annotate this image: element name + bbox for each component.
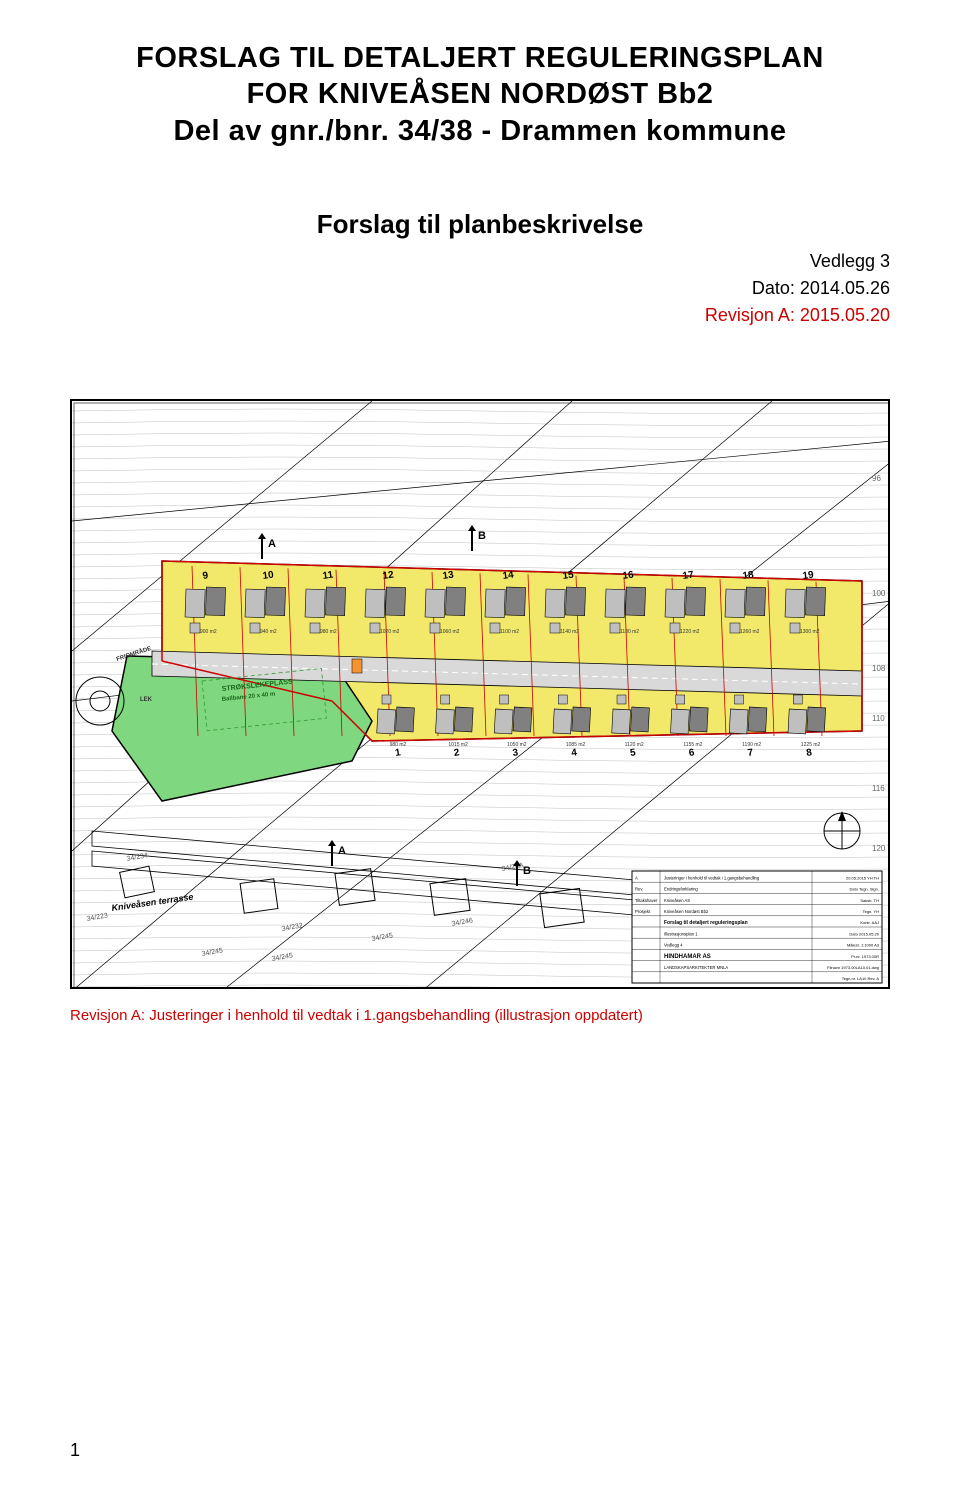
svg-text:19: 19 [802, 569, 815, 582]
svg-text:Kniveåsen Nordøst Bb2: Kniveåsen Nordøst Bb2 [664, 909, 709, 914]
svg-text:1260 m2: 1260 m2 [740, 629, 760, 635]
svg-text:1085 m2: 1085 m2 [566, 742, 586, 748]
svg-text:A: A [635, 875, 638, 880]
svg-text:980 m2: 980 m2 [320, 629, 337, 635]
svg-text:Pr.nr. 1973.00R: Pr.nr. 1973.00R [851, 954, 879, 959]
svg-text:1180 m2: 1180 m2 [620, 629, 639, 635]
svg-text:B: B [478, 530, 486, 542]
svg-text:1050 m2: 1050 m2 [507, 742, 527, 748]
page-number: 1 [70, 1440, 80, 1461]
svg-text:17: 17 [682, 569, 695, 582]
svg-text:Tegn.nr. LA10 Rev. A: Tegn.nr. LA10 Rev. A [842, 976, 880, 981]
svg-text:Kontr. AAJ: Kontr. AAJ [860, 920, 879, 925]
svg-text:B: B [523, 865, 531, 877]
svg-text:18: 18 [742, 569, 755, 582]
figure-caption: Revisjon A: Justeringer i henhold til ve… [70, 1007, 890, 1024]
svg-text:1225 m2: 1225 m2 [801, 742, 821, 748]
svg-text:108: 108 [872, 664, 886, 673]
svg-text:LANDSKAPSARKITEKTER MNLA: LANDSKAPSARKITEKTER MNLA [664, 965, 728, 970]
plan-map-svg: 9900 m210940 m211980 m2121020 m2131060 m… [72, 401, 890, 989]
svg-text:14: 14 [502, 569, 515, 582]
revisjon-label: Revisjon A: 2015.05.20 [70, 302, 890, 329]
svg-text:16: 16 [622, 569, 635, 582]
svg-text:900 m2: 900 m2 [200, 629, 217, 635]
svg-text:Endringsforklaring: Endringsforklaring [664, 886, 698, 891]
svg-text:Dato 2015.05.20: Dato 2015.05.20 [849, 931, 879, 936]
svg-text:980 m2: 980 m2 [390, 742, 407, 748]
svg-text:Filnavn 1973.00LA10.01.dwg: Filnavn 1973.00LA10.01.dwg [827, 965, 879, 970]
svg-text:Tegn. YH: Tegn. YH [863, 909, 879, 914]
svg-text:96: 96 [872, 474, 881, 483]
plan-map-figure: 9900 m210940 m211980 m2121020 m2131060 m… [70, 399, 890, 989]
page-title: FORSLAG TIL DETALJERT REGULERINGSPLAN FO… [70, 40, 890, 149]
svg-text:Justeringer i henhold til vedt: Justeringer i henhold til vedtak i 1.gan… [664, 875, 760, 880]
svg-text:A: A [268, 538, 276, 550]
svg-text:1140 m2: 1140 m2 [560, 629, 579, 635]
svg-text:Forslag til detaljert reguleri: Forslag til detaljert reguleringsplan [664, 920, 748, 926]
svg-text:1190 m2: 1190 m2 [742, 742, 761, 748]
title-line-1: FORSLAG TIL DETALJERT REGULERINGSPLAN [70, 40, 890, 76]
subtitle: Forslag til planbeskrivelse [70, 209, 890, 240]
svg-text:Vedlegg 4: Vedlegg 4 [664, 942, 683, 947]
svg-text:1220 m2: 1220 m2 [680, 629, 700, 635]
svg-text:Rev.: Rev. [635, 886, 643, 891]
svg-text:20.05.2015 YH TH: 20.05.2015 YH TH [846, 875, 879, 880]
svg-text:1120 m2: 1120 m2 [625, 742, 644, 748]
svg-text:Målest. 1:1000 A3: Målest. 1:1000 A3 [847, 942, 880, 947]
svg-text:Prosjekt: Prosjekt [635, 909, 651, 914]
svg-text:Kniveåsen AS: Kniveåsen AS [664, 898, 690, 903]
svg-text:11: 11 [322, 569, 334, 581]
title-line-2: FOR KNIVEÅSEN NORDØST Bb2 [70, 76, 890, 112]
svg-text:HINDHAMAR AS: HINDHAMAR AS [664, 954, 711, 960]
svg-text:120: 120 [872, 844, 886, 853]
title-line-3: Del av gnr./bnr. 34/38 - Drammen kommune [70, 113, 890, 149]
svg-text:1020 m2: 1020 m2 [380, 629, 400, 635]
svg-text:1300 m2: 1300 m2 [800, 629, 820, 635]
svg-text:940 m2: 940 m2 [260, 629, 277, 635]
svg-text:12: 12 [382, 569, 395, 582]
svg-text:1060 m2: 1060 m2 [440, 629, 460, 635]
svg-text:15: 15 [562, 569, 575, 582]
dato-label: Dato: 2014.05.26 [70, 275, 890, 302]
svg-text:100: 100 [872, 589, 886, 598]
svg-text:Dato Tegn. Sign.: Dato Tegn. Sign. [849, 886, 879, 891]
svg-text:Saksb. TH: Saksb. TH [860, 898, 879, 903]
svg-text:1100 m2: 1100 m2 [500, 629, 519, 635]
svg-text:Illustrasjonsplan 1: Illustrasjonsplan 1 [664, 931, 698, 936]
svg-text:A: A [338, 845, 346, 857]
svg-text:13: 13 [442, 569, 455, 582]
svg-text:116: 116 [872, 784, 885, 793]
svg-text:LEK: LEK [140, 697, 153, 703]
svg-text:10: 10 [262, 569, 275, 582]
svg-text:1155 m2: 1155 m2 [683, 742, 702, 748]
svg-text:1015 m2: 1015 m2 [448, 742, 468, 748]
svg-text:Tiltakshaver: Tiltakshaver [635, 898, 658, 903]
svg-text:110: 110 [872, 714, 885, 723]
vedlegg-label: Vedlegg 3 [70, 248, 890, 275]
